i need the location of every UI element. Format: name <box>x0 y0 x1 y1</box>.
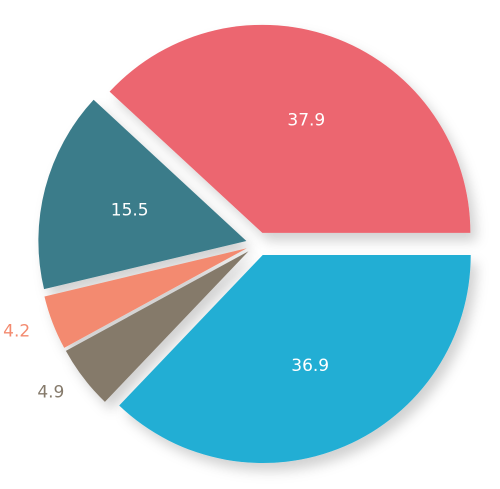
data-label: 36.9 <box>291 356 329 376</box>
pie-slice <box>38 99 247 290</box>
data-label: 15.5 <box>111 200 149 220</box>
data-label: 4.9 <box>37 382 64 402</box>
pie-slice <box>109 24 471 233</box>
pie-slice <box>119 255 471 464</box>
data-label: 37.9 <box>287 110 325 130</box>
pie-slice <box>65 251 249 402</box>
pie-slice <box>44 248 247 348</box>
data-label: 4.2 <box>3 321 30 341</box>
